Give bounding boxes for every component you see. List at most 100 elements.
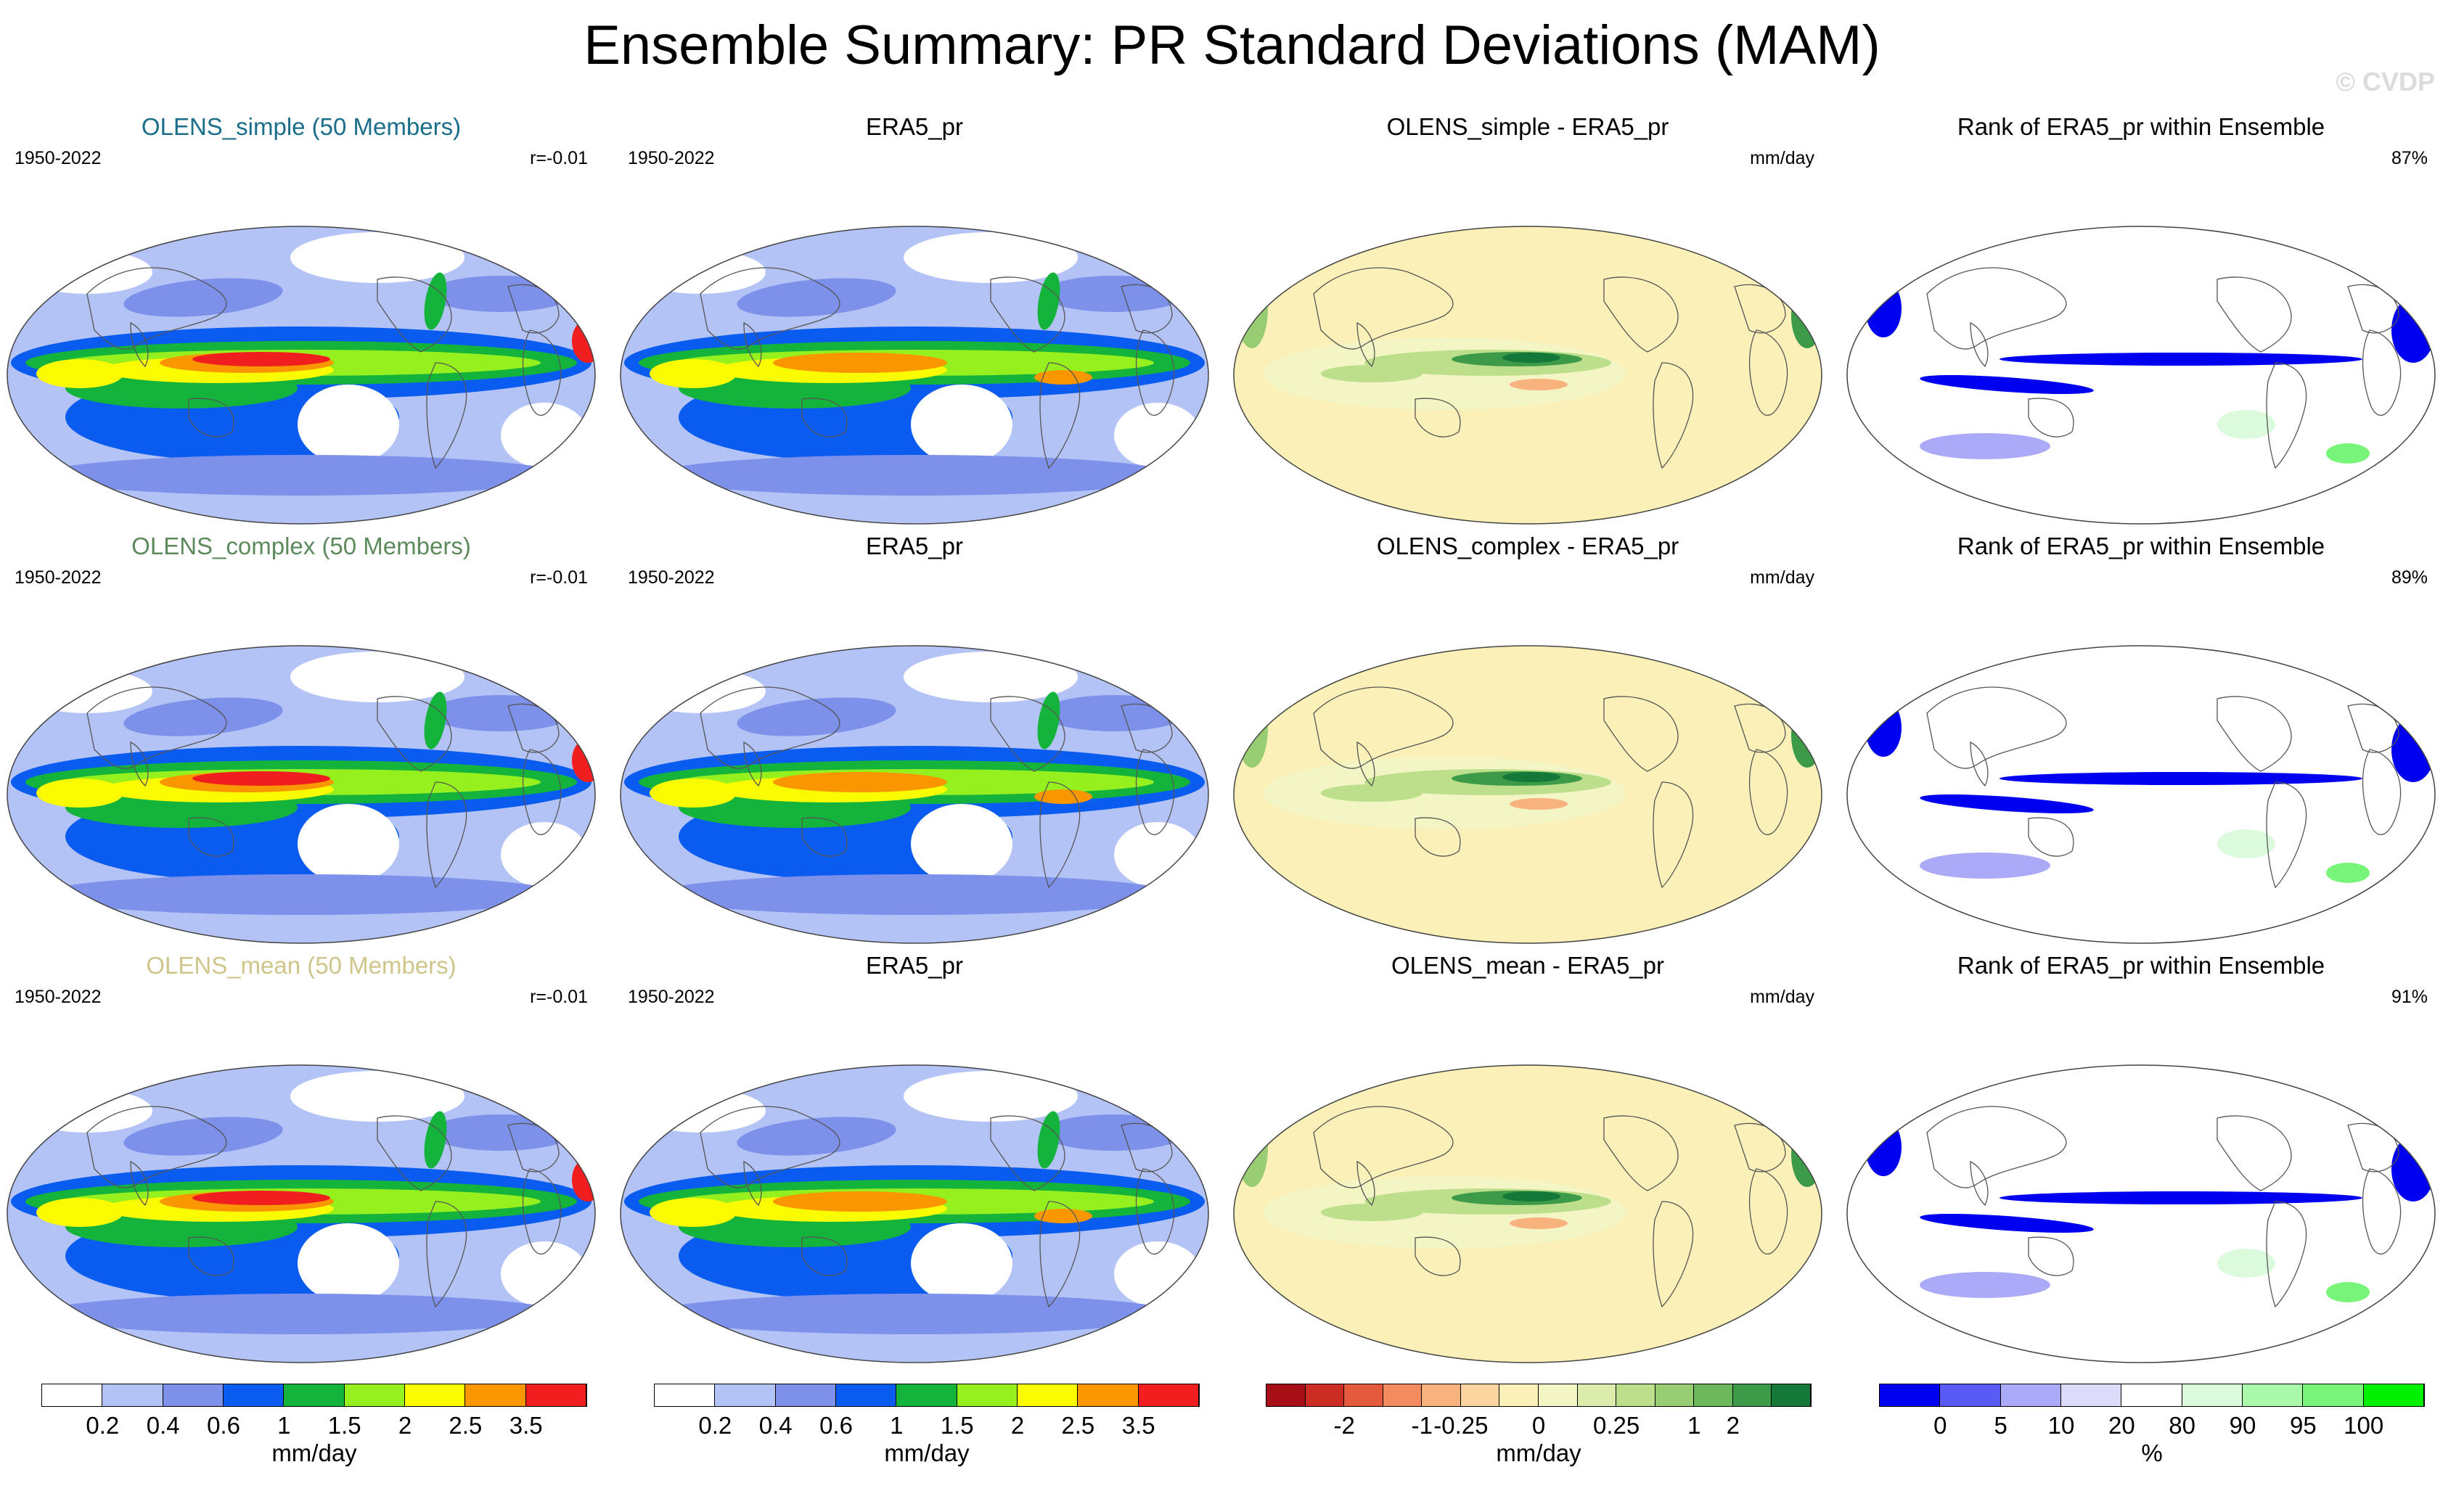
continent-outline (1603, 696, 1679, 772)
field-indian-ocean (36, 359, 123, 388)
colorbar-swatch (1940, 1384, 2001, 1406)
continent-outline (1415, 398, 1461, 438)
field-north-america-coast (424, 272, 447, 330)
continent-outline (1135, 1168, 1175, 1255)
continent-outline (2347, 703, 2399, 753)
continent-outline (743, 1160, 762, 1207)
continent-outline (188, 398, 234, 438)
robinson-map-observed (620, 226, 1209, 525)
colorbar-swatch (2182, 1384, 2243, 1406)
panel-title: OLENS_mean (50 Members) (146, 952, 457, 979)
colorbar-tick-label: 80 (2169, 1412, 2196, 1439)
continent-outline (1926, 686, 2067, 769)
colorbar-units: % (2141, 1439, 2163, 1466)
map-panel-ensemble-row1: OLENS_simple (50 Members) 1950-2022 r=-0.0… (0, 112, 602, 530)
field-peak-positive (1502, 1191, 1560, 1202)
continent-outline (2028, 1236, 2074, 1276)
field-midlat-east (1041, 1114, 1187, 1151)
field-rank-zero-band (2000, 353, 2362, 366)
field-negative (1510, 798, 1568, 810)
field-edge-west (1236, 1107, 1268, 1187)
robinson-map-difference (1233, 226, 1822, 525)
map-field (7, 1065, 595, 1363)
robinson-map-rank (1846, 226, 2436, 525)
colorbar-swatch (1499, 1384, 1539, 1406)
colorbar-tick-label: 1.5 (327, 1412, 361, 1439)
colorbar-tick-label: 0.2 (698, 1412, 732, 1439)
colorbar-swatch (1138, 1384, 1199, 1406)
map-boundary (1233, 226, 1822, 525)
continent-outline (1313, 267, 1454, 350)
colorbar-tick-label: 0.4 (758, 1412, 793, 1439)
map-boundary (7, 1064, 596, 1363)
continent-outline (86, 267, 227, 350)
colorbar-swatch (1305, 1384, 1345, 1406)
field-maxima (773, 1191, 947, 1212)
map-boundary (1233, 1064, 1822, 1363)
map-panel-difference-row2: OLENS_complex - ERA5_pr mm/day (1227, 532, 1829, 949)
colorbar-swatch (284, 1384, 345, 1406)
colorbar-swatch (715, 1384, 776, 1406)
continent-outline (86, 1106, 227, 1188)
cvdp-watermark: © CVDP (2336, 67, 2435, 96)
field-southern-ocean (40, 874, 562, 915)
continent-outline (990, 276, 1065, 353)
colorbar-swatch (223, 1384, 285, 1406)
field-peak-positive (1502, 772, 1560, 782)
field-dry-southeast-pacific (298, 804, 399, 884)
field-low-north-pacific (635, 670, 766, 713)
map-field (621, 646, 1208, 943)
map-panel-observed-row2: ERA5_pr 1950-2022 (613, 532, 1216, 949)
colorbar-tick-label: -1 (1411, 1412, 1433, 1439)
continent-outline (2266, 1201, 2307, 1308)
colorbar-swatch (957, 1384, 1018, 1406)
field-midlat (737, 278, 896, 317)
field-extreme (192, 1191, 330, 1205)
colorbar-swatch (42, 1384, 103, 1406)
continent-outline (2217, 696, 2292, 772)
colorbar-tick-label: 2.5 (449, 1412, 483, 1439)
colorbar-tick-label: 1 (890, 1412, 904, 1439)
field-low-north-pacific (22, 250, 152, 294)
continent-outline (1415, 1236, 1461, 1276)
colorbar-tick-label: 0.6 (819, 1412, 853, 1439)
map-boundary (1846, 1064, 2436, 1363)
panel-title: OLENS_complex - ERA5_pr (1376, 533, 1679, 559)
continent-outline (801, 398, 848, 438)
field-rank-low-south (1920, 1272, 2050, 1298)
map-boundary (620, 645, 1209, 944)
field-rank-zero-west (1865, 699, 1902, 757)
continent-outline (426, 362, 467, 469)
map-field (621, 226, 1208, 524)
continent-outline (1970, 1160, 1989, 1207)
field-rank-zero-band (2000, 1191, 2362, 1204)
field-midlat-east (1041, 695, 1187, 731)
map-panel-rank-row2: Rank of ERA5_pr within Ensemble 89% (1840, 532, 2442, 949)
field-midlat-east (428, 276, 573, 312)
continent-outline (2362, 1168, 2402, 1255)
map-field (7, 646, 595, 943)
continent-outline (1970, 321, 1989, 368)
field-low-arctic (904, 652, 1078, 702)
rank-percent: 87% (2391, 148, 2428, 168)
field-southern-ocean (653, 455, 1176, 496)
map-field (1847, 226, 2435, 524)
field-rank-low-south (1920, 433, 2050, 459)
continent-outline (1121, 703, 1173, 753)
field-rank-zero-south (1920, 374, 2094, 395)
field-indian-ocean (650, 359, 737, 388)
map-panel-difference-row3: OLENS_mean - ERA5_pr mm/day (1227, 951, 1829, 1368)
map-field (1847, 1065, 2435, 1363)
field-low-north-pacific (635, 1089, 766, 1133)
field-dry-southeast-pacific (911, 804, 1012, 884)
robinson-map-ensemble (7, 645, 596, 944)
continent-outline (2362, 749, 2402, 836)
field-rank-high-2 (2326, 443, 2370, 464)
panel-title: ERA5_pr (866, 533, 963, 559)
colorbar-swatch (525, 1384, 586, 1406)
panel-title: OLENS_simple (50 Members) (141, 113, 462, 140)
field-midlat (737, 1117, 896, 1156)
period-label: 1950-2022 (15, 148, 102, 168)
field-midlat (123, 1117, 283, 1156)
colorbar-tick-label: 1.5 (940, 1412, 974, 1439)
